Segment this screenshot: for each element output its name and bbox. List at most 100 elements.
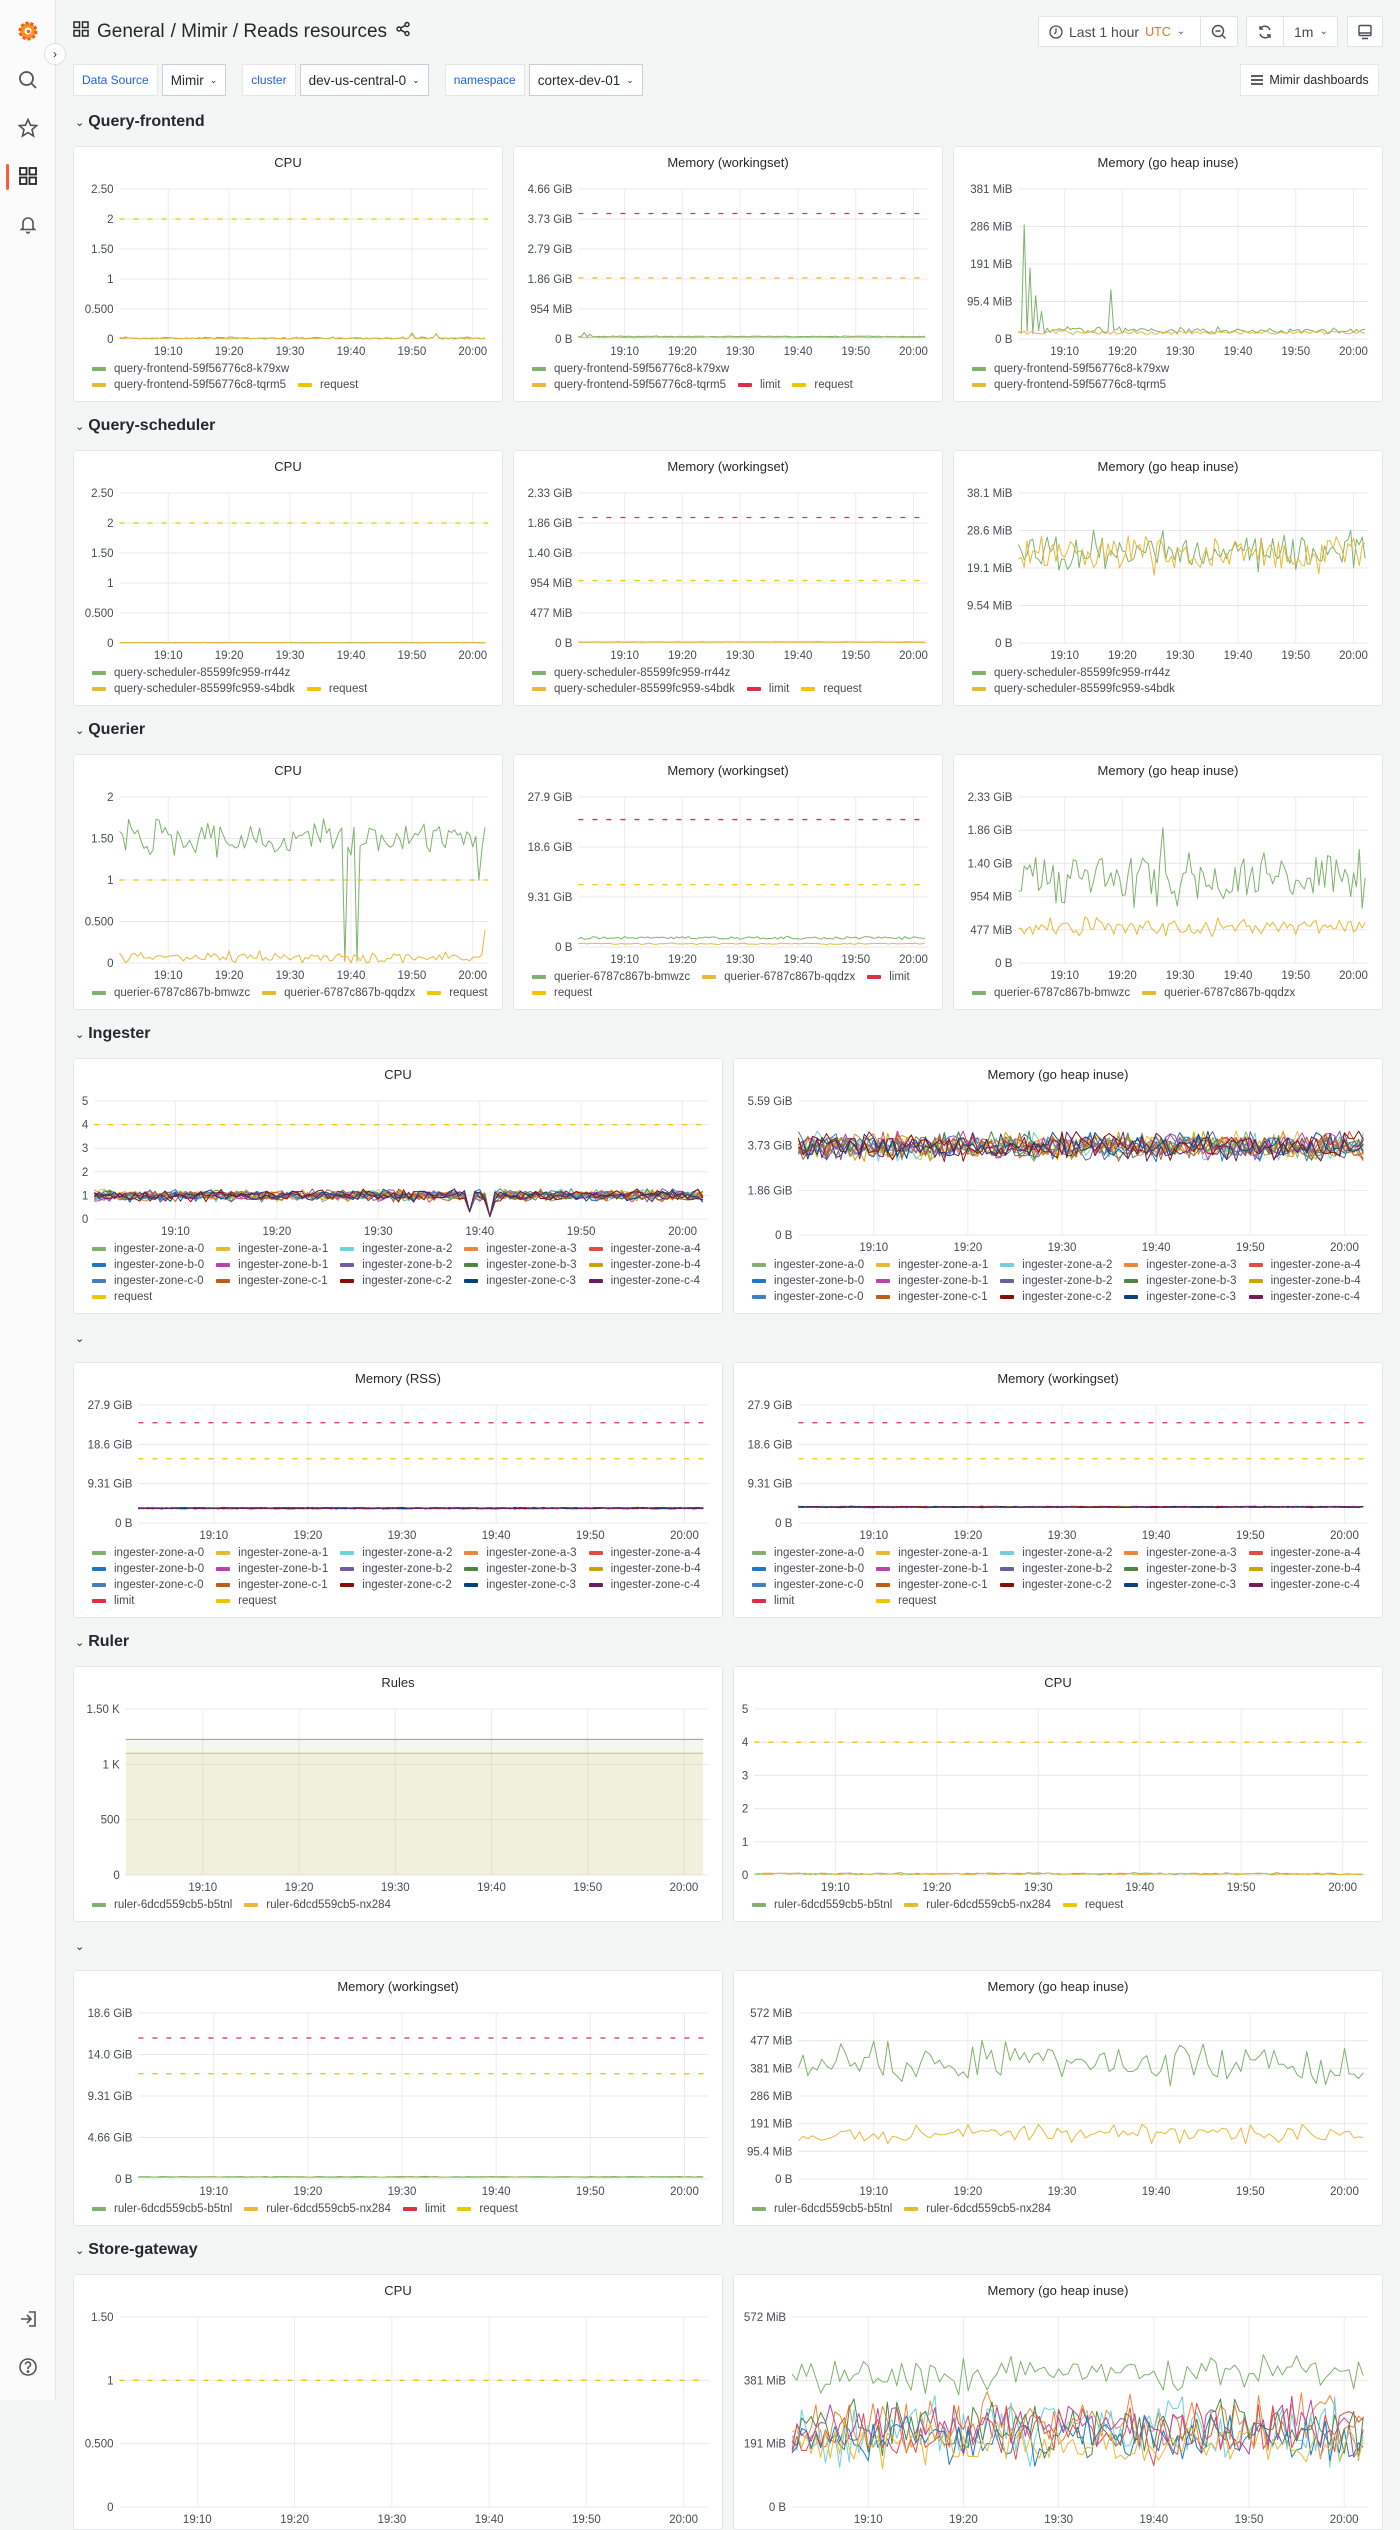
legend-item[interactable]: ingester-zone-b-0 bbox=[752, 1563, 864, 1575]
legend-item[interactable]: ingester-zone-b-2 bbox=[1000, 1563, 1112, 1575]
breadcrumb-path[interactable]: / Mimir / Reads resources bbox=[171, 21, 387, 43]
legend-item[interactable]: ingester-zone-a-2 bbox=[1000, 1547, 1112, 1559]
chevron-down-icon[interactable]: ⌄ bbox=[75, 116, 84, 129]
dashboards-icon[interactable] bbox=[14, 162, 42, 190]
time-picker-button[interactable]: Last 1 hour UTC ⌄ bbox=[1039, 17, 1201, 46]
row-header-ruler[interactable]: ⌄Ruler bbox=[73, 1618, 1383, 1666]
legend-item[interactable]: ruler-6dcd559cb5-nx284 bbox=[244, 1899, 391, 1911]
legend-item[interactable]: ingester-zone-a-3 bbox=[464, 1243, 576, 1255]
help-icon[interactable] bbox=[14, 2353, 42, 2381]
legend-item[interactable]: ingester-zone-b-4 bbox=[589, 1259, 701, 1271]
tv-mode-button[interactable] bbox=[1348, 17, 1382, 46]
row-header-collapse[interactable]: ⌄ bbox=[73, 1922, 1383, 1970]
legend-item[interactable]: ingester-zone-c-0 bbox=[92, 1275, 204, 1287]
legend-item[interactable]: querier-6787c867b-bmwzc bbox=[92, 987, 250, 999]
legend-item[interactable]: ingester-zone-c-0 bbox=[92, 1579, 204, 1591]
bell-icon[interactable] bbox=[14, 210, 42, 238]
legend-item[interactable]: ingester-zone-c-2 bbox=[1000, 1291, 1112, 1303]
legend-item[interactable]: query-frontend-59f56776c8-k79xw bbox=[972, 363, 1169, 375]
panel-title[interactable]: Memory (workingset) bbox=[514, 755, 942, 785]
legend-item[interactable]: ingester-zone-b-2 bbox=[340, 1563, 452, 1575]
chevron-down-icon[interactable]: ⌄ bbox=[75, 2244, 84, 2257]
legend-item[interactable]: query-frontend-59f56776c8-tqrm5 bbox=[92, 379, 286, 391]
legend-item[interactable]: limit bbox=[867, 971, 909, 983]
legend-item[interactable]: ruler-6dcd559cb5-nx284 bbox=[904, 2203, 1051, 2215]
legend-item[interactable]: ingester-zone-c-3 bbox=[1124, 1579, 1236, 1591]
panel-title[interactable]: CPU bbox=[734, 1667, 1382, 1697]
legend-item[interactable]: ingester-zone-a-0 bbox=[752, 1547, 864, 1559]
legend-item[interactable]: ingester-zone-a-2 bbox=[1000, 1259, 1112, 1271]
panel-title[interactable]: Memory (RSS) bbox=[74, 1363, 722, 1393]
legend-item[interactable]: request bbox=[298, 379, 358, 391]
grafana-logo[interactable] bbox=[14, 17, 42, 45]
legend-item[interactable]: ingester-zone-b-1 bbox=[876, 1563, 988, 1575]
legend-item[interactable]: request bbox=[792, 379, 852, 391]
legend-item[interactable]: query-frontend-59f56776c8-tqrm5 bbox=[532, 379, 726, 391]
legend-item[interactable]: ingester-zone-b-0 bbox=[92, 1563, 204, 1575]
legend-item[interactable]: ingester-zone-c-4 bbox=[1249, 1291, 1361, 1303]
panel-title[interactable]: Memory (workingset) bbox=[734, 1363, 1382, 1393]
legend-item[interactable]: limit bbox=[738, 379, 780, 391]
legend-item[interactable]: ingester-zone-c-0 bbox=[752, 1579, 864, 1591]
refresh-button[interactable] bbox=[1247, 17, 1284, 46]
legend-item[interactable]: ingester-zone-b-2 bbox=[1000, 1275, 1112, 1287]
legend-item[interactable]: ingester-zone-a-2 bbox=[340, 1243, 452, 1255]
legend-item[interactable]: ingester-zone-a-0 bbox=[92, 1547, 204, 1559]
legend-item[interactable]: ingester-zone-c-4 bbox=[589, 1579, 701, 1591]
legend-item[interactable]: ingester-zone-a-0 bbox=[752, 1259, 864, 1271]
legend-item[interactable]: ingester-zone-a-4 bbox=[589, 1547, 701, 1559]
legend-item[interactable]: request bbox=[216, 1595, 328, 1607]
legend-item[interactable]: ingester-zone-a-3 bbox=[1124, 1547, 1236, 1559]
panel-title[interactable]: CPU bbox=[74, 755, 502, 785]
legend-item[interactable]: ingester-zone-c-1 bbox=[876, 1291, 988, 1303]
expand-sidebar-button[interactable]: › bbox=[44, 43, 66, 65]
legend-item[interactable]: ingester-zone-a-4 bbox=[589, 1243, 701, 1255]
row-header-querier[interactable]: ⌄Querier bbox=[73, 706, 1383, 754]
panel-title[interactable]: Memory (go heap inuse) bbox=[954, 451, 1382, 481]
legend-item[interactable]: querier-6787c867b-qqdzx bbox=[1142, 987, 1295, 999]
panel-title[interactable]: Memory (go heap inuse) bbox=[734, 1059, 1382, 1089]
legend-item[interactable]: querier-6787c867b-bmwzc bbox=[972, 987, 1130, 999]
legend-item[interactable]: query-scheduler-85599fc959-s4bdk bbox=[92, 683, 295, 695]
panel-title[interactable]: CPU bbox=[74, 451, 502, 481]
variable-select-datasource[interactable]: Mimir⌄ bbox=[162, 64, 227, 96]
legend-item[interactable]: request bbox=[1063, 1899, 1123, 1911]
panel-title[interactable]: Memory (go heap inuse) bbox=[734, 1971, 1382, 2001]
legend-item[interactable]: limit bbox=[92, 1595, 204, 1607]
legend-item[interactable]: request bbox=[876, 1595, 988, 1607]
legend-item[interactable]: request bbox=[457, 2203, 517, 2215]
legend-item[interactable]: ingester-zone-b-1 bbox=[876, 1275, 988, 1287]
legend-item[interactable]: querier-6787c867b-qqdzx bbox=[262, 987, 415, 999]
legend-item[interactable]: ingester-zone-b-0 bbox=[92, 1259, 204, 1271]
legend-item[interactable]: ruler-6dcd559cb5-b5tnl bbox=[752, 2203, 892, 2215]
legend-item[interactable]: ingester-zone-b-3 bbox=[464, 1259, 576, 1271]
legend-item[interactable]: ingester-zone-a-3 bbox=[1124, 1259, 1236, 1271]
legend-item[interactable]: ingester-zone-c-0 bbox=[752, 1291, 864, 1303]
legend-item[interactable]: ingester-zone-c-1 bbox=[876, 1579, 988, 1591]
legend-item[interactable]: ingester-zone-b-0 bbox=[752, 1275, 864, 1287]
legend-item[interactable]: ingester-zone-c-2 bbox=[340, 1275, 452, 1287]
legend-item[interactable]: query-scheduler-85599fc959-s4bdk bbox=[972, 683, 1175, 695]
row-header-store-gateway[interactable]: ⌄Store-gateway bbox=[73, 2226, 1383, 2274]
legend-item[interactable]: query-scheduler-85599fc959-s4bdk bbox=[532, 683, 735, 695]
legend-item[interactable]: limit bbox=[752, 1595, 864, 1607]
legend-item[interactable]: ingester-zone-b-4 bbox=[1249, 1275, 1361, 1287]
legend-item[interactable]: query-frontend-59f56776c8-k79xw bbox=[532, 363, 729, 375]
row-header-query-scheduler[interactable]: ⌄Query-scheduler bbox=[73, 402, 1383, 450]
panel-title[interactable]: CPU bbox=[74, 1059, 722, 1089]
legend-item[interactable]: query-frontend-59f56776c8-tqrm5 bbox=[972, 379, 1166, 391]
breadcrumb-root[interactable]: General bbox=[97, 21, 165, 43]
legend-item[interactable]: ingester-zone-b-2 bbox=[340, 1259, 452, 1271]
legend-item[interactable]: ingester-zone-c-2 bbox=[340, 1579, 452, 1591]
legend-item[interactable]: ingester-zone-a-0 bbox=[92, 1243, 204, 1255]
legend-item[interactable]: ruler-6dcd559cb5-nx284 bbox=[904, 1899, 1051, 1911]
legend-item[interactable]: ruler-6dcd559cb5-b5tnl bbox=[752, 1899, 892, 1911]
panel-title[interactable]: Memory (go heap inuse) bbox=[734, 2275, 1382, 2305]
legend-item[interactable]: ingester-zone-c-4 bbox=[589, 1275, 701, 1287]
legend-item[interactable]: ingester-zone-b-1 bbox=[216, 1563, 328, 1575]
legend-item[interactable]: querier-6787c867b-bmwzc bbox=[532, 971, 690, 983]
legend-item[interactable]: ruler-6dcd559cb5-nx284 bbox=[244, 2203, 391, 2215]
sign-in-icon[interactable] bbox=[14, 2305, 42, 2333]
panel-title[interactable]: Memory (workingset) bbox=[74, 1971, 722, 2001]
legend-item[interactable]: query-scheduler-85599fc959-rr44z bbox=[92, 667, 290, 679]
